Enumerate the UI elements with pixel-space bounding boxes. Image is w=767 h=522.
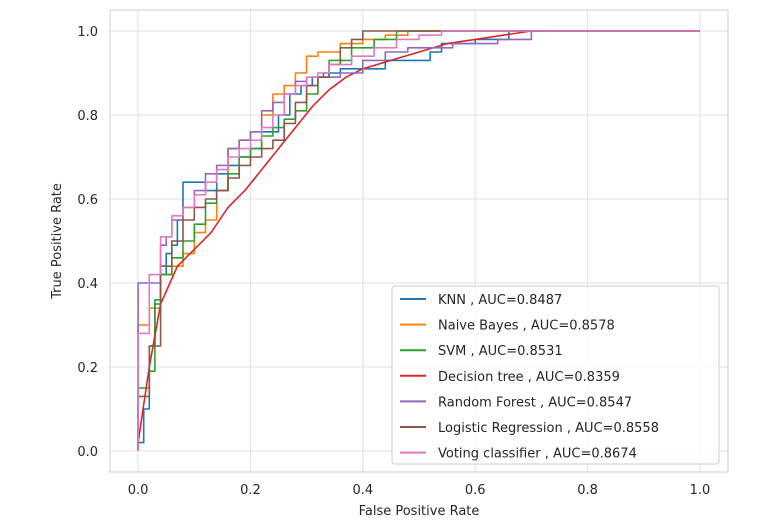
x-axis-label: False Positive Rate bbox=[359, 504, 480, 519]
legend-label-1: Naive Bayes , AUC=0.8578 bbox=[438, 319, 615, 334]
x-tick-label: 0.0 bbox=[128, 483, 149, 498]
legend-label-2: SVM , AUC=0.8531 bbox=[438, 344, 563, 359]
y-tick-label: 0.8 bbox=[77, 109, 98, 124]
y-tick-label: 0.2 bbox=[77, 361, 98, 376]
legend-label-6: Voting classifier , AUC=0.8674 bbox=[438, 447, 637, 462]
x-tick-label: 0.2 bbox=[240, 483, 261, 498]
legend-label-3: Decision tree , AUC=0.8359 bbox=[438, 370, 620, 385]
y-tick-label: 1.0 bbox=[77, 25, 98, 40]
legend-label-5: Logistic Regression , AUC=0.8558 bbox=[438, 421, 659, 436]
x-tick-label: 0.8 bbox=[577, 483, 598, 498]
x-tick-label: 0.6 bbox=[465, 483, 486, 498]
x-tick-label: 1.0 bbox=[690, 483, 711, 498]
x-tick-label: 0.4 bbox=[352, 483, 373, 498]
roc-curve-3 bbox=[137, 30, 700, 443]
y-axis-label: True Positive Rate bbox=[50, 183, 65, 300]
grid bbox=[110, 10, 728, 472]
legend-label-4: Random Forest , AUC=0.8547 bbox=[438, 395, 632, 410]
plot-frame bbox=[109, 9, 729, 473]
tick-labels: 0.0 0.2 0.4 0.6 0.8 1.0 0.0 0.2 0.4 0.6 0.8 1.0 bbox=[77, 25, 710, 498]
roc-curve-4 bbox=[137, 30, 700, 451]
y-tick-label: 0.4 bbox=[77, 277, 98, 292]
y-tick-label: 0.6 bbox=[77, 193, 98, 208]
series-lines bbox=[137, 30, 700, 451]
legend-label-0: KNN , AUC=0.8487 bbox=[438, 293, 562, 308]
legend-box bbox=[391, 285, 720, 465]
roc-curve-6 bbox=[137, 30, 700, 451]
y-tick-label: 0.0 bbox=[77, 445, 98, 460]
legend: KNN , AUC=0.8487 Naive Bayes , AUC=0.8578… bbox=[391, 285, 720, 465]
